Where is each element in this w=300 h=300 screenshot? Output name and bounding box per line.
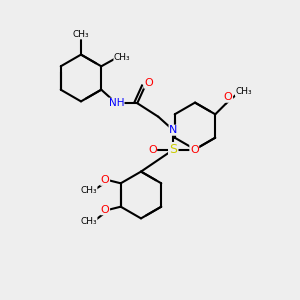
Text: O: O xyxy=(148,145,157,155)
Text: N: N xyxy=(169,125,178,135)
Text: O: O xyxy=(101,205,110,215)
Text: NH: NH xyxy=(109,98,124,108)
Text: CH₃: CH₃ xyxy=(80,217,97,226)
Text: O: O xyxy=(224,92,233,102)
Text: CH₃: CH₃ xyxy=(114,53,130,62)
Text: O: O xyxy=(144,78,153,88)
Text: O: O xyxy=(190,145,199,155)
Text: CH₃: CH₃ xyxy=(73,30,89,39)
Text: S: S xyxy=(169,143,177,156)
Text: CH₃: CH₃ xyxy=(236,87,252,96)
Text: O: O xyxy=(101,175,110,185)
Text: CH₃: CH₃ xyxy=(80,186,97,195)
